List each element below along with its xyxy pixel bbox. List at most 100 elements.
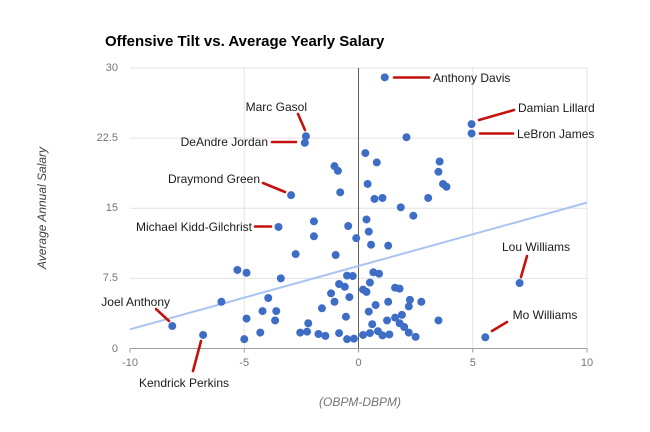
data-point[interactable]	[349, 334, 358, 343]
data-point[interactable]	[309, 217, 318, 226]
data-point[interactable]	[378, 193, 387, 202]
data-point[interactable]	[405, 295, 414, 304]
data-point[interactable]	[362, 215, 371, 224]
data-point[interactable]	[333, 166, 342, 175]
data-point[interactable]	[362, 287, 371, 296]
annotation-label-deandre-jordan: DeAndre Jordan	[180, 135, 268, 149]
data-point[interactable]	[384, 297, 393, 306]
data-point[interactable]	[256, 328, 265, 337]
data-point[interactable]	[340, 282, 349, 291]
data-point[interactable]	[309, 232, 318, 241]
data-point-marc-gasol[interactable]	[301, 132, 310, 141]
data-point[interactable]	[391, 313, 400, 322]
data-point[interactable]	[348, 272, 357, 281]
annotation-label-mo-williams: Mo Williams	[512, 308, 578, 322]
data-point[interactable]	[321, 331, 330, 340]
data-point[interactable]	[361, 149, 370, 158]
data-point-michael-kidd-gilchrist[interactable]	[274, 222, 283, 231]
data-point[interactable]	[345, 293, 354, 302]
data-point[interactable]	[352, 234, 361, 243]
data-point[interactable]	[233, 265, 242, 274]
data-point-lebron-james[interactable]	[467, 129, 476, 138]
data-point[interactable]	[240, 335, 249, 344]
data-point[interactable]	[375, 269, 384, 278]
data-point[interactable]	[296, 328, 305, 337]
data-point[interactable]	[384, 241, 393, 250]
data-point[interactable]	[402, 133, 411, 142]
y-tick-label: 15	[105, 202, 118, 215]
data-point[interactable]	[242, 268, 251, 277]
data-point[interactable]	[404, 328, 413, 337]
data-point[interactable]	[404, 302, 413, 311]
data-point[interactable]	[396, 203, 405, 212]
annotation-label-lebron-james: LeBron James	[517, 126, 595, 141]
data-point[interactable]	[424, 193, 433, 202]
data-point[interactable]	[409, 211, 418, 220]
data-point[interactable]	[303, 327, 312, 336]
data-point[interactable]	[434, 167, 443, 176]
data-point[interactable]	[400, 322, 409, 331]
data-point[interactable]	[341, 312, 350, 321]
data-point[interactable]	[368, 320, 377, 329]
data-point[interactable]	[417, 297, 426, 306]
data-point[interactable]	[395, 284, 404, 293]
data-point[interactable]	[317, 304, 326, 313]
data-point[interactable]	[271, 316, 280, 325]
data-point[interactable]	[344, 222, 353, 231]
data-point-draymond-green[interactable]	[287, 191, 296, 200]
data-point-lou-williams[interactable]	[515, 279, 524, 288]
data-point[interactable]	[258, 307, 267, 316]
data-point[interactable]	[411, 332, 420, 341]
annotation-label-anthony-davis: Anthony Davis	[433, 70, 511, 85]
annotation-line	[296, 112, 307, 132]
data-point[interactable]	[336, 188, 345, 197]
data-point-damian-lillard[interactable]	[467, 120, 476, 129]
y-tick-label: 7.5	[102, 272, 118, 285]
data-point[interactable]	[272, 307, 281, 316]
data-point[interactable]	[242, 314, 251, 323]
annotation-line	[261, 181, 287, 194]
data-point[interactable]	[335, 329, 344, 338]
data-point[interactable]	[365, 329, 374, 338]
data-point[interactable]	[304, 319, 313, 328]
data-point-deandre-jordan[interactable]	[300, 138, 309, 147]
x-tick-label: -10	[122, 357, 138, 369]
annotation-label-lou-williams: Lou Williams	[501, 240, 571, 254]
data-point[interactable]	[435, 157, 444, 166]
data-point[interactable]	[217, 297, 226, 306]
data-point[interactable]	[385, 330, 394, 339]
data-point[interactable]	[383, 316, 392, 325]
data-point[interactable]	[365, 278, 374, 287]
data-point-anthony-davis[interactable]	[380, 73, 389, 82]
data-point[interactable]	[291, 250, 300, 259]
annotation-label-marc-gasol: Marc Gasol	[245, 100, 307, 114]
data-point-kendrick-perkins[interactable]	[199, 330, 208, 339]
annotation-line	[154, 307, 171, 323]
data-point[interactable]	[314, 330, 323, 339]
data-point-mo-williams[interactable]	[481, 333, 490, 342]
data-point[interactable]	[364, 227, 373, 236]
data-point[interactable]	[264, 294, 273, 303]
data-point[interactable]	[330, 297, 339, 306]
data-point[interactable]	[442, 182, 451, 191]
data-point[interactable]	[276, 274, 285, 283]
data-point[interactable]	[397, 310, 406, 319]
y-tick-label: 22.5	[96, 132, 118, 145]
data-point[interactable]	[343, 335, 352, 344]
data-point[interactable]	[434, 316, 443, 325]
data-point[interactable]	[372, 158, 381, 167]
data-point[interactable]	[343, 271, 352, 280]
data-point[interactable]	[367, 240, 376, 249]
data-point[interactable]	[370, 194, 379, 203]
data-point-joel-anthony[interactable]	[168, 322, 177, 331]
data-point[interactable]	[371, 301, 380, 310]
data-point[interactable]	[327, 289, 336, 298]
chart-title: Offensive Tilt vs. Average Yearly Salary	[105, 33, 385, 50]
data-point[interactable]	[359, 330, 368, 339]
data-point[interactable]	[331, 251, 340, 259]
data-point[interactable]	[364, 307, 373, 316]
data-point[interactable]	[363, 179, 372, 188]
data-point[interactable]	[378, 331, 387, 340]
y-tick-label: 30	[105, 62, 118, 74]
